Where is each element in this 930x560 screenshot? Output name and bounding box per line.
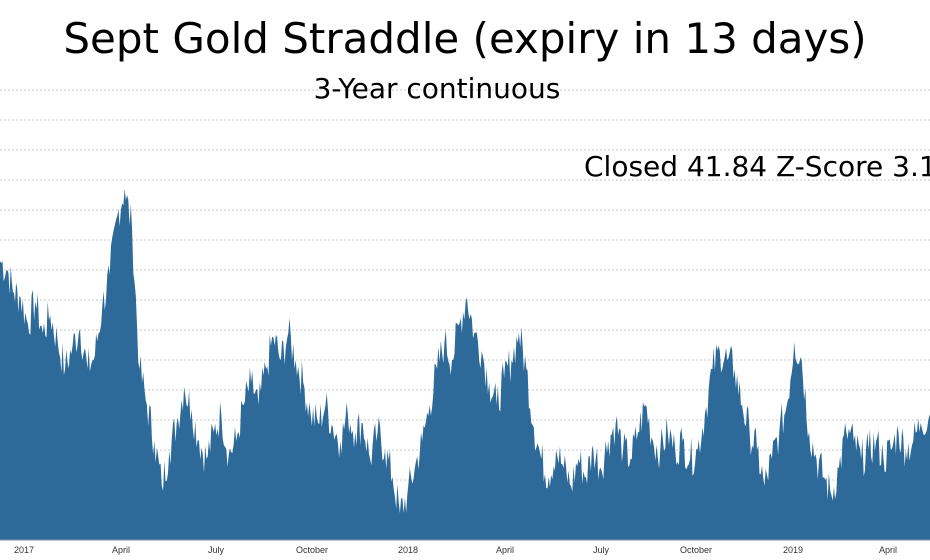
closing-value-annotation: Closed 41.84 Z-Score 3.1 [584, 150, 930, 183]
x-tick-label: July [208, 545, 225, 555]
x-tick-label: April [112, 545, 130, 555]
x-axis-ticks: 2017 April July October 2018 April July October… [14, 545, 897, 555]
x-tick-label: October [296, 545, 328, 555]
x-tick-label: July [593, 545, 610, 555]
x-tick-label: October [680, 545, 712, 555]
chart-subtitle: 3-Year continuous [313, 72, 561, 105]
x-tick-label: 2018 [398, 545, 418, 555]
x-tick-label: 2017 [14, 545, 34, 555]
chart-title: Sept Gold Straddle (expiry in 13 days) [63, 14, 867, 63]
x-tick-label: 2019 [783, 545, 803, 555]
x-tick-label: April [496, 545, 514, 555]
x-tick-label: April [879, 545, 897, 555]
straddle-area-series [0, 189, 930, 540]
